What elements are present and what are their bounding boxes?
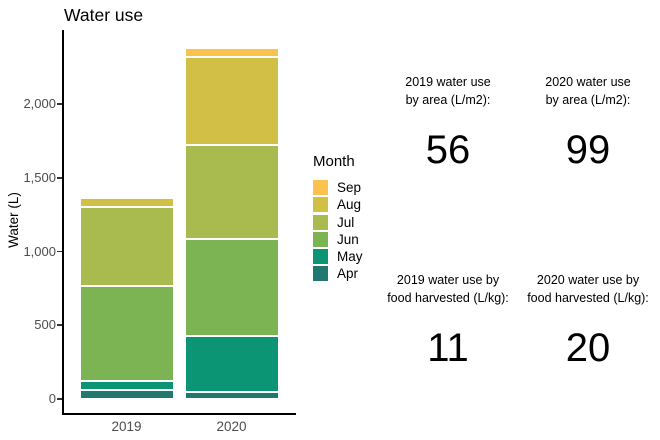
y-tick-mark: [57, 398, 63, 400]
stat-label-line2: food harvested (L/kg):: [527, 290, 649, 305]
y-tick-mark: [57, 176, 63, 179]
stat-2020-water-by-area: 2020 water use by area (L/m2): 99: [498, 74, 660, 170]
legend-swatch-aug: [313, 197, 328, 213]
stat-label-line2: by area (L/m2):: [545, 92, 631, 107]
y-tick-label: 1,500: [23, 169, 56, 185]
stat-label-line2: food harvested (L/kg):: [387, 290, 509, 305]
legend-label: Jul: [337, 214, 355, 230]
bar-segment-2020-aug: [184, 56, 279, 146]
bar-segment-2019-may: [79, 380, 174, 391]
y-tick-label: 0: [48, 391, 56, 406]
y-tick-label: 2,000: [23, 96, 56, 111]
stat-label: 2019 water use by area (L/m2):: [358, 74, 538, 109]
legend-swatch-may: [313, 249, 328, 265]
legend-label: Jun: [337, 231, 359, 247]
stat-label: 2020 water use by area (L/m2):: [498, 74, 660, 109]
legend-item-sep: Sep: [313, 180, 363, 195]
x-tick-label-2019: 2019: [111, 419, 142, 434]
bar-segment-2019-aug: [79, 197, 174, 207]
x-tick-label-2020: 2020: [216, 419, 247, 434]
stat-value: 99: [565, 128, 611, 172]
legend-item-aug: Aug: [313, 197, 363, 213]
bar-segment-2019-apr: [79, 390, 174, 399]
stat-2020-water-by-food: 2020 water use by food harvested (L/kg):…: [498, 272, 660, 368]
stat-label: 2020 water use by food harvested (L/kg):: [498, 272, 660, 307]
legend-label: Sep: [337, 180, 362, 195]
stat-label-line1: 2019 water use: [405, 75, 491, 89]
bar-segment-2019-jul: [79, 206, 174, 287]
legend-item-may: May: [313, 249, 363, 265]
legend-item-jul: Jul: [313, 214, 363, 230]
bar-2019: [79, 197, 174, 399]
legend-swatch-jul: [313, 214, 328, 230]
stat-label: 2019 water use by food harvested (L/kg):: [358, 272, 538, 307]
y-axis-line: [62, 30, 64, 415]
x-axis-line: [62, 413, 296, 415]
stat-2019-water-by-area: 2019 water use by area (L/m2): 56: [358, 74, 538, 170]
legend-label: Apr: [337, 266, 359, 282]
stat-label-line2: by area (L/m2):: [405, 92, 491, 107]
legend-swatch-apr: [313, 266, 328, 282]
legend-label: Aug: [337, 197, 362, 213]
stat-value: 11: [427, 326, 469, 370]
y-tick-mark: [57, 324, 63, 327]
legend: Month Sep Aug Jul Jun May Apr: [313, 153, 363, 284]
legend-swatch-sep: [313, 180, 328, 195]
stat-value: 20: [565, 326, 611, 370]
bar-segment-2020-jun: [184, 238, 279, 336]
y-tick-label: 1,000: [23, 243, 56, 259]
stat-2019-water-by-food: 2019 water use by food harvested (L/kg):…: [358, 272, 538, 368]
stat-label-line1: 2020 water use by: [536, 273, 640, 287]
bar-segment-2020-may: [184, 335, 279, 393]
legend-swatch-jun: [313, 231, 328, 247]
stat-label-line1: 2020 water use: [545, 75, 631, 89]
y-tick-label: 500: [34, 317, 56, 333]
legend-title: Month: [313, 153, 355, 170]
y-tick-mark: [57, 250, 63, 253]
bar-segment-2020-sep: [184, 48, 279, 57]
bar-segment-2019-jun: [79, 286, 174, 381]
legend-item-apr: Apr: [313, 266, 363, 282]
bar-segment-2020-apr: [184, 392, 279, 399]
stat-value: 56: [425, 128, 471, 172]
legend-keys: Sep Aug Jul Jun May Apr: [313, 180, 363, 282]
y-tick-mark: [57, 103, 63, 105]
legend-label: May: [337, 249, 363, 265]
bar-segment-2020-jul: [184, 145, 279, 239]
bar-2020: [184, 48, 279, 399]
stat-label-line1: 2019 water use by: [396, 273, 500, 287]
chart-title: Water use: [64, 5, 144, 25]
legend-item-jun: Jun: [313, 231, 363, 247]
